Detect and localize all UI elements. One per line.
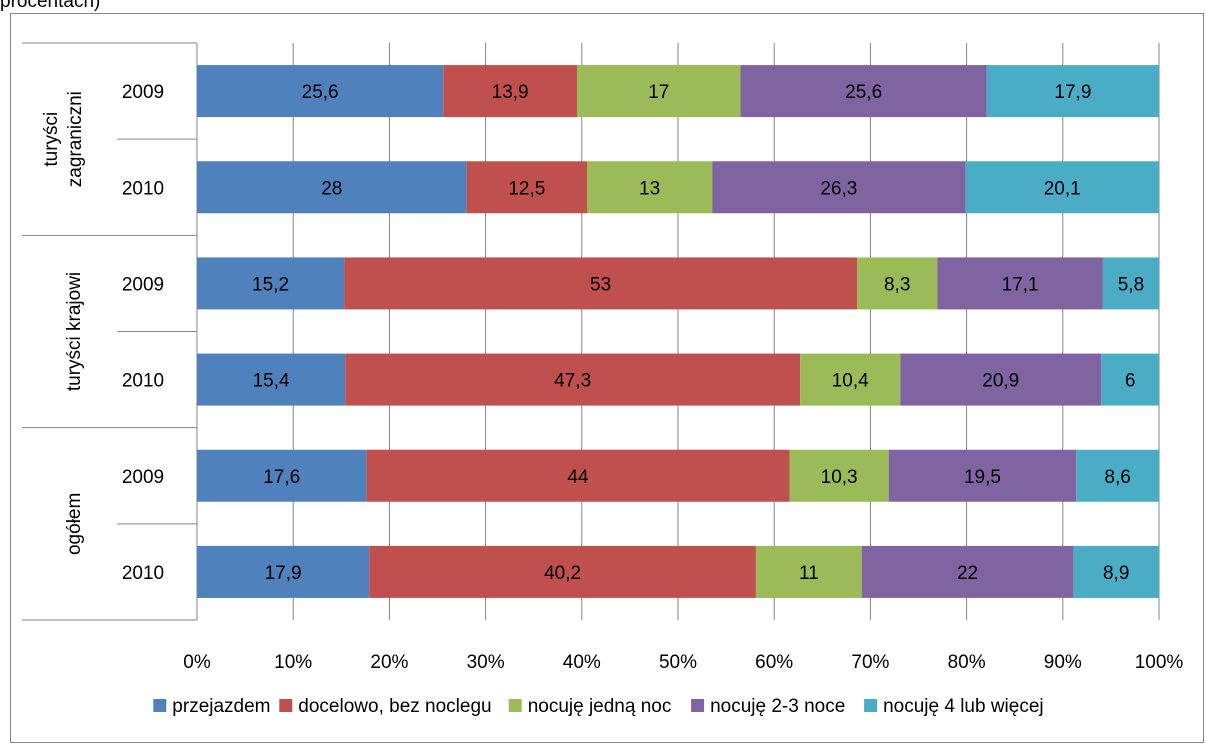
data-label: 12,5 — [508, 178, 545, 199]
row-label: 2010 — [122, 563, 164, 584]
data-label: 20,1 — [1044, 178, 1081, 199]
data-label: 44 — [567, 467, 589, 488]
bar-segment — [888, 449, 1077, 502]
data-label: 26,3 — [820, 178, 857, 199]
x-tick-label: 30% — [467, 652, 505, 673]
chart-caption-fragment: procentach) — [0, 0, 101, 12]
bar-segment — [197, 257, 345, 310]
bar-segment — [576, 65, 741, 118]
bar-segment — [197, 161, 467, 214]
data-label: 10,3 — [821, 467, 858, 488]
bar-segment — [800, 353, 901, 406]
data-label: 13 — [639, 178, 660, 199]
data-label: 6 — [1125, 371, 1136, 392]
row-label: 2010 — [122, 371, 164, 392]
x-tick-label: 70% — [851, 652, 889, 673]
legend-swatch — [153, 699, 167, 712]
data-label: 17,9 — [265, 563, 302, 584]
data-label: 8,3 — [884, 274, 910, 295]
data-label: 25,6 — [845, 82, 882, 103]
group-label: zagraniczni — [65, 91, 86, 187]
bar-segment — [937, 257, 1103, 310]
bar-segment — [986, 65, 1159, 118]
legend-swatch — [508, 699, 522, 712]
x-tick-label: 40% — [563, 652, 601, 673]
bar-segment — [197, 545, 370, 598]
bar-segment — [197, 65, 444, 118]
x-tick-label: 80% — [948, 652, 986, 673]
legend-swatch — [864, 699, 878, 712]
bar-segment — [712, 161, 966, 214]
legend-swatch — [691, 699, 705, 712]
data-label: 11 — [799, 563, 819, 584]
data-label: 28 — [321, 178, 342, 199]
x-tick-label: 60% — [755, 652, 793, 673]
bar-segment — [466, 161, 587, 214]
x-tick-label: 100% — [1135, 652, 1184, 673]
data-label: 8,9 — [1103, 563, 1129, 584]
legend-label: przejazdem — [172, 696, 270, 717]
data-label: 20,9 — [982, 371, 1019, 392]
bar-segment — [344, 257, 858, 310]
bar-segment — [900, 353, 1102, 406]
data-label: 5,8 — [1118, 274, 1144, 295]
x-tick-label: 0% — [183, 652, 211, 673]
bar-segment — [197, 449, 367, 502]
data-label: 47,3 — [554, 371, 591, 392]
data-label: 22 — [957, 563, 978, 584]
bar-segment — [345, 353, 801, 406]
bar-segment — [740, 65, 987, 118]
bar-segment — [443, 65, 577, 118]
x-tick-label: 90% — [1044, 652, 1082, 673]
data-label: 17,9 — [1054, 82, 1091, 103]
data-label: 40,2 — [544, 563, 581, 584]
bar-segment — [366, 449, 790, 502]
data-label: 25,6 — [302, 82, 339, 103]
row-label: 2009 — [122, 274, 164, 295]
bar-segment — [587, 161, 713, 214]
bar-segment — [965, 161, 1159, 214]
chart-frame — [10, 13, 1204, 743]
bar-segment — [861, 545, 1074, 598]
data-label: 17 — [648, 82, 669, 103]
data-label: 8,6 — [1104, 467, 1130, 488]
data-label: 19,5 — [964, 467, 1001, 488]
data-label: 17,6 — [263, 467, 300, 488]
data-label: 15,2 — [252, 274, 289, 295]
bar-segment — [197, 353, 346, 406]
x-tick-label: 50% — [659, 652, 697, 673]
x-tick-label: 10% — [274, 652, 312, 673]
bar-segment — [1102, 257, 1159, 310]
row-label: 2010 — [122, 178, 164, 199]
data-label: 53 — [590, 274, 611, 295]
legend-label: nocuję jedną noc — [528, 696, 672, 717]
bar-segment — [369, 545, 756, 598]
legend-label: nocuję 2-3 noce — [710, 696, 845, 717]
group-label: ogółem — [64, 493, 85, 555]
bar-segment — [857, 257, 938, 310]
legend-label: nocuję 4 lub więcej — [883, 696, 1044, 717]
bar-segment — [789, 449, 889, 502]
data-label: 10,4 — [832, 371, 869, 392]
data-label: 13,9 — [492, 82, 529, 103]
legend-label: docelowo, bez noclegu — [298, 696, 491, 717]
bar-segment — [1073, 545, 1159, 598]
bar-segment — [755, 545, 862, 598]
legend-swatch — [279, 699, 293, 712]
data-label: 17,1 — [1002, 274, 1039, 295]
row-label: 2009 — [122, 82, 164, 103]
data-label: 15,4 — [253, 371, 290, 392]
group-label: turyści — [41, 112, 62, 167]
row-label: 2009 — [122, 467, 164, 488]
x-tick-label: 20% — [370, 652, 408, 673]
bar-segment — [1101, 353, 1159, 406]
bar-segment — [1076, 449, 1159, 502]
group-label: turyści krajowi — [64, 272, 85, 391]
